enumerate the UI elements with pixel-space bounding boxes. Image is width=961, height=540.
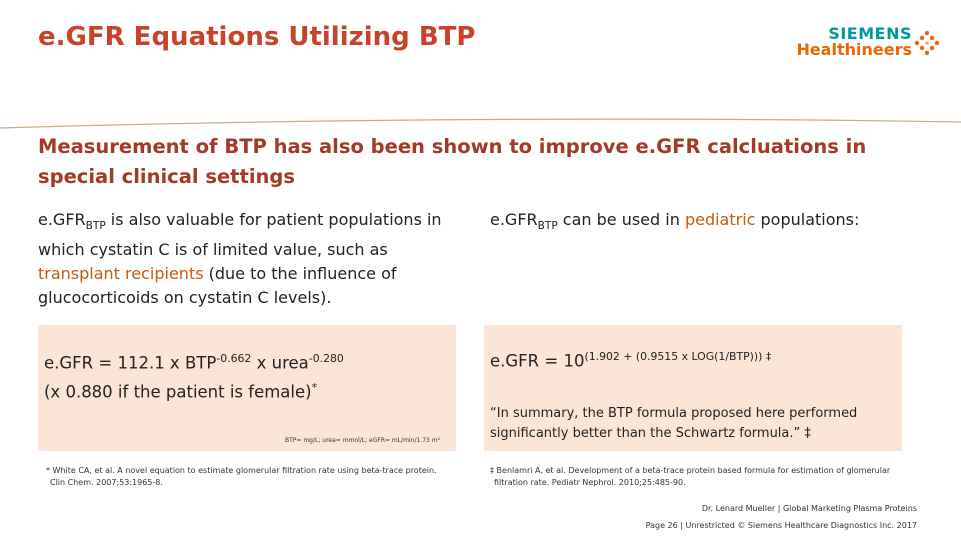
left-intro-suffix: (due to the influence of glucocorticoids… [38, 264, 397, 308]
slide-title: e.GFR Equations Utilizing BTP [38, 22, 476, 52]
left-intro: e.GFRBTP is also valuable for patient po… [38, 208, 458, 310]
left-intro-sub: BTP [85, 220, 106, 233]
left-intro-mid: is also valuable for patient populations… [38, 210, 442, 260]
siemens-healthineers-logo: SIEMENS Healthineers [796, 24, 946, 60]
header-divider [0, 118, 961, 129]
left-equation-part2: x urea [251, 353, 309, 373]
right-equation-exp: (1.902 + (0.9515 x LOG(1/BTP))) [584, 350, 763, 363]
left-equation-line2: (x 0.880 if the patient is female) [44, 382, 312, 401]
right-equation-mark: ‡ [762, 350, 772, 363]
left-footnote-line1: * White CA, et al. A novel equation to e… [46, 466, 437, 475]
summary-quote: “In summary, the BTP formula proposed he… [490, 406, 858, 441]
section-heading: Measurement of BTP has also been shown t… [38, 135, 867, 188]
right-footnote-line1: ‡ Benlamri A, et al. Development of a be… [490, 466, 891, 475]
right-footnote-line2: filtration rate. Pediatr Nephrol. 2010;2… [494, 478, 686, 487]
right-intro-prefix: e.GFR [490, 210, 538, 229]
left-equation-mark: * [311, 380, 318, 394]
logo-dots-icon [914, 30, 940, 56]
left-equation-exp2: -0.280 [308, 352, 344, 365]
left-equation-exp1: -0.662 [216, 352, 252, 365]
right-intro: e.GFRBTP can be used in pediatric popula… [490, 208, 930, 238]
left-footnote-line2: Clin Chem. 2007;53:1965-8. [50, 478, 163, 487]
right-footnote: ‡ Benlamri A, et al. Development of a be… [490, 465, 910, 489]
left-equation: e.GFR = 112.1 x BTP-0.662 x urea-0.280 (… [44, 347, 444, 404]
logo-line-1: SIEMENS [828, 24, 912, 43]
left-equation-part1: e.GFR = 112.1 x BTP [44, 353, 217, 373]
right-equation-base: e.GFR = 10 [490, 351, 585, 371]
left-intro-prefix: e.GFR [38, 210, 86, 229]
right-intro-sub: BTP [537, 220, 558, 233]
right-intro-mid: can be used in [557, 210, 685, 229]
footer-page-info: Page 26 | Unrestricted © Siemens Healthc… [645, 521, 917, 530]
left-equation-panel [38, 325, 456, 451]
units-note: BTP= mg/L; urea= mmol/L; eGFR= mL/min/1.… [285, 437, 440, 444]
right-equation: e.GFR = 10(1.902 + (0.9515 x LOG(1/BTP))… [490, 350, 771, 371]
right-equation-panel [484, 325, 902, 451]
right-intro-highlight: pediatric [684, 210, 756, 229]
right-intro-suffix: populations: [755, 210, 860, 229]
left-footnote: * White CA, et al. A novel equation to e… [46, 465, 456, 489]
logo-line-2: Healthineers [796, 40, 912, 59]
left-intro-highlight: transplant recipients [38, 264, 204, 284]
footer-author: Dr. Lenard Mueller | Global Marketing Pl… [701, 504, 917, 513]
